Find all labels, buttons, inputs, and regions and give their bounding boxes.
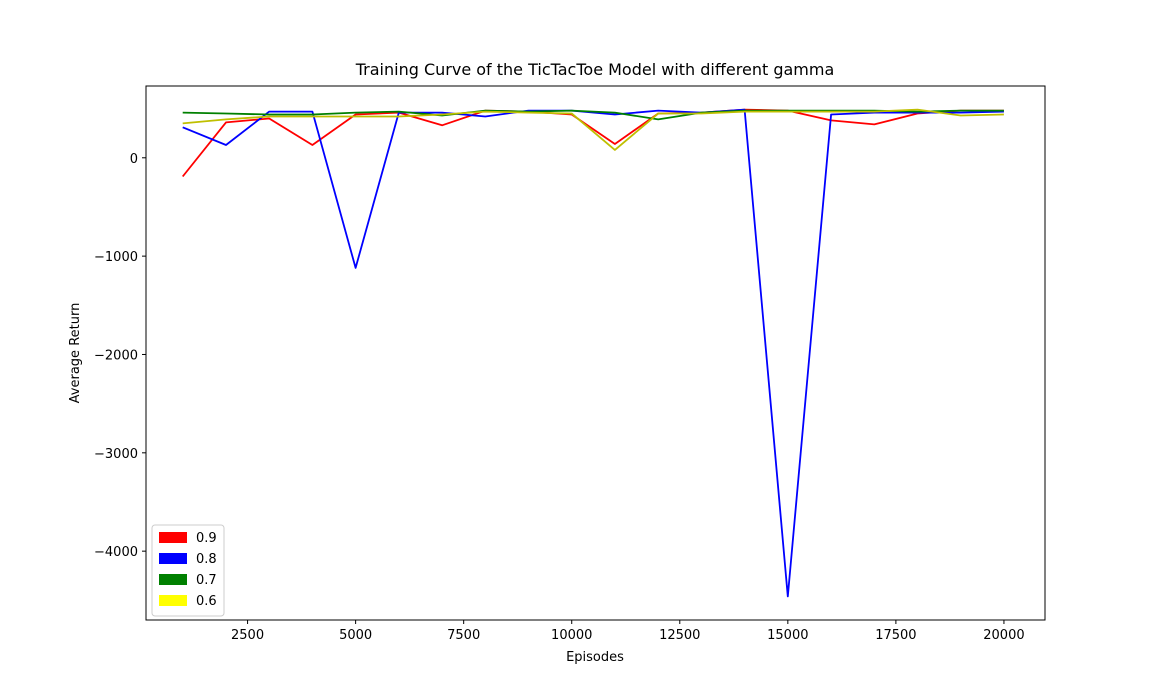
chart-title: Training Curve of the TicTacToe Model wi… <box>355 60 835 79</box>
plot-lines <box>181 108 1004 598</box>
x-tick-label: 12500 <box>659 628 700 643</box>
legend-swatch <box>159 574 187 585</box>
y-tick-label: −3000 <box>94 447 138 462</box>
legend-label: 0.7 <box>196 573 217 588</box>
x-tick-label: 17500 <box>875 628 916 643</box>
legend-swatch <box>159 595 187 606</box>
plot-frame <box>145 85 1046 621</box>
series-line-0-8 <box>182 108 1004 598</box>
series-line-0-7 <box>182 109 1004 121</box>
legend-swatch <box>159 532 187 543</box>
y-tick-label: 0 <box>130 152 138 167</box>
y-tick-label: −1000 <box>94 250 138 265</box>
legend-swatch <box>159 553 187 564</box>
series-line-0-9 <box>181 108 1004 178</box>
x-tick-label: 20000 <box>983 628 1024 643</box>
legend: 0.9 0.8 0.7 0.6 <box>151 524 225 617</box>
x-tick-label: 5000 <box>339 628 372 643</box>
x-tick-label: 2500 <box>231 628 264 643</box>
x-axis: 2500 5000 7500 10000 12500 15000 17500 20000 <box>231 620 1025 643</box>
y-tick-label: −2000 <box>94 348 138 363</box>
x-tick-label: 7500 <box>447 628 480 643</box>
y-axis: 0 −1000 −2000 −3000 −4000 <box>94 152 146 560</box>
y-tick-label: −4000 <box>94 545 138 560</box>
legend-label: 0.6 <box>196 594 217 609</box>
series-line-0-6 <box>182 108 1004 151</box>
legend-box <box>151 524 225 617</box>
legend-label: 0.9 <box>196 531 217 546</box>
legend-label: 0.8 <box>196 552 217 567</box>
x-axis-label: Episodes <box>566 650 624 665</box>
y-axis-label: Average Return <box>68 303 83 404</box>
x-tick-label: 15000 <box>767 628 808 643</box>
x-tick-label: 10000 <box>551 628 592 643</box>
